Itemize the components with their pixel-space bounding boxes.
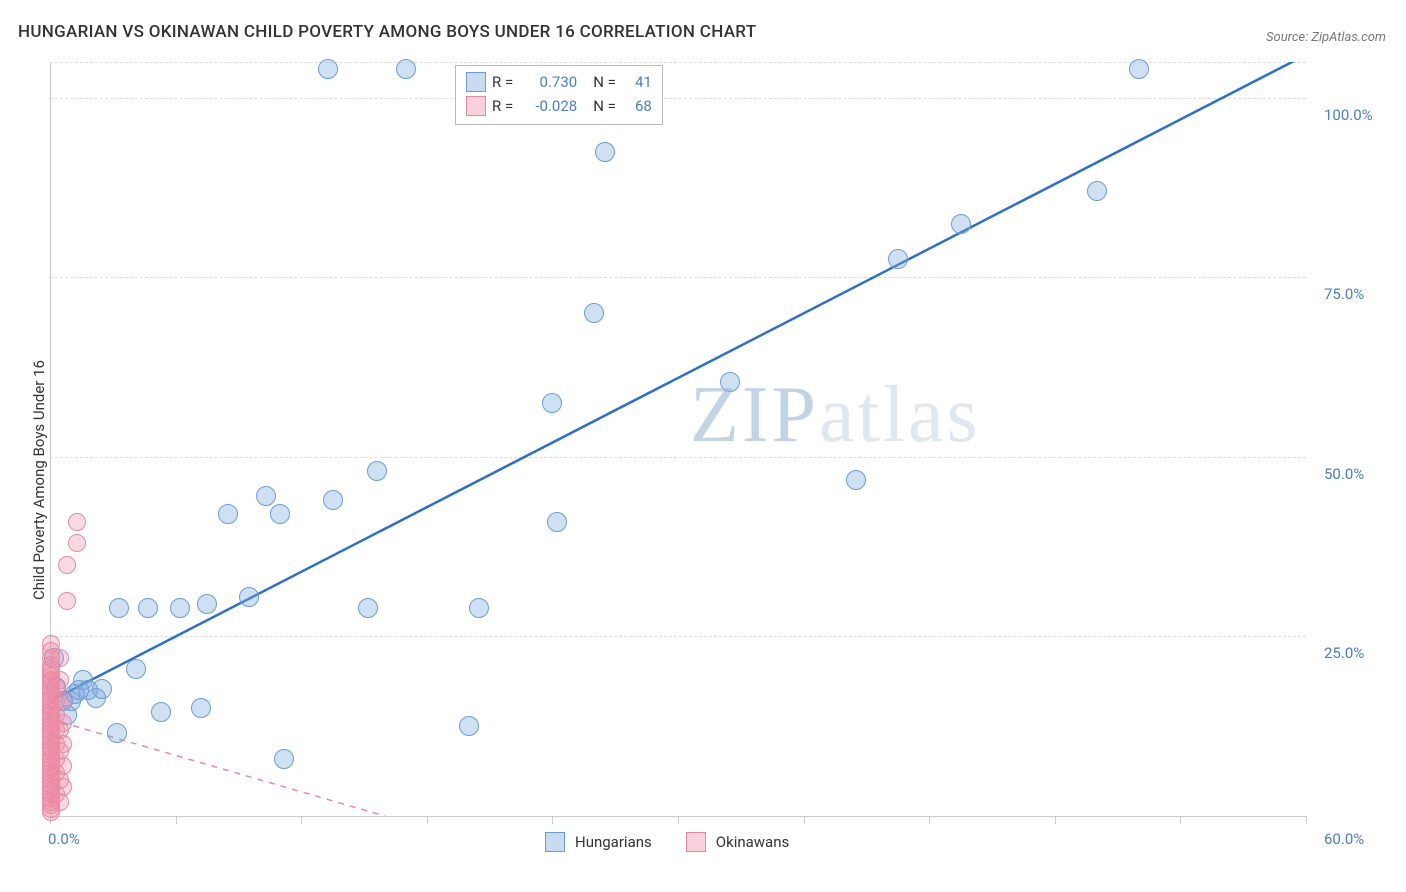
- chart-title: HUNGARIAN VS OKINAWAN CHILD POVERTY AMON…: [18, 22, 756, 42]
- scatter-point: [318, 59, 338, 79]
- scatter-point: [51, 771, 69, 789]
- scatter-point: [58, 592, 76, 610]
- gridline-h: [50, 98, 1306, 99]
- legend-bottom: Hungarians Okinawans: [545, 832, 813, 852]
- legend-swatch: [466, 96, 486, 116]
- stats-r-value: 0.730: [519, 73, 577, 91]
- scatter-point: [51, 671, 69, 689]
- scatter-point: [1129, 59, 1149, 79]
- stats-n-label: N =: [593, 97, 616, 115]
- trend-line: [50, 719, 385, 816]
- scatter-point: [138, 598, 158, 618]
- gridline-h: [50, 457, 1306, 458]
- scatter-point: [459, 716, 479, 736]
- scatter-point: [68, 534, 86, 552]
- scatter-point: [170, 598, 190, 618]
- y-tick-label: 25.0%: [1324, 644, 1364, 662]
- x-tick: [1055, 816, 1056, 824]
- scatter-point: [542, 393, 562, 413]
- source-attribution: Source: ZipAtlas.com: [1266, 30, 1386, 45]
- scatter-point: [51, 793, 69, 811]
- scatter-point: [191, 698, 211, 718]
- legend-label: Hungarians: [575, 833, 652, 851]
- correlation-stats-box: R = 0.730 N = 41 R = -0.028 N = 68: [455, 65, 663, 125]
- x-tick: [552, 816, 553, 824]
- stats-row: R = 0.730 N = 41: [466, 70, 652, 94]
- scatter-point: [547, 512, 567, 532]
- x-tick: [1306, 816, 1307, 824]
- scatter-point: [51, 721, 69, 739]
- y-tick-label: 100.0%: [1324, 106, 1373, 124]
- gridline-h: [50, 62, 1306, 63]
- scatter-plot-area: [50, 62, 1306, 816]
- scatter-point: [469, 598, 489, 618]
- x-tick: [1180, 816, 1181, 824]
- stats-r-value: -0.028: [519, 97, 577, 115]
- scatter-point: [358, 598, 378, 618]
- x-tick: [804, 816, 805, 824]
- legend-swatch: [545, 832, 565, 852]
- scatter-point: [396, 59, 416, 79]
- x-axis-max-label: 60.0%: [1324, 830, 1364, 848]
- scatter-point: [367, 461, 387, 481]
- scatter-point: [107, 723, 127, 743]
- stats-n-value: 68: [622, 97, 652, 115]
- x-tick: [929, 816, 930, 824]
- legend-label: Okinawans: [716, 833, 789, 851]
- legend-swatch: [686, 832, 706, 852]
- x-axis-min-label: 0.0%: [48, 830, 80, 848]
- scatter-point: [218, 504, 238, 524]
- scatter-point: [323, 490, 343, 510]
- scatter-point: [274, 749, 294, 769]
- scatter-point: [1087, 181, 1107, 201]
- trend-line: [50, 62, 1306, 701]
- x-tick: [427, 816, 428, 824]
- scatter-point: [584, 303, 604, 323]
- scatter-point: [151, 702, 171, 722]
- stats-row: R = -0.028 N = 68: [466, 94, 652, 118]
- scatter-point: [239, 587, 259, 607]
- stats-r-label: R =: [492, 73, 513, 91]
- y-tick-label: 75.0%: [1324, 285, 1364, 303]
- scatter-point: [197, 594, 217, 614]
- gridline-h: [50, 277, 1306, 278]
- stats-n-value: 41: [622, 73, 652, 91]
- scatter-point: [51, 742, 69, 760]
- x-tick: [301, 816, 302, 824]
- scatter-point: [720, 372, 740, 392]
- y-tick-label: 50.0%: [1324, 465, 1364, 483]
- scatter-point: [951, 214, 971, 234]
- y-axis-label: Child Poverty Among Boys Under 16: [30, 360, 48, 600]
- trend-lines-layer: [50, 62, 1306, 816]
- scatter-point: [595, 142, 615, 162]
- scatter-point: [58, 556, 76, 574]
- scatter-point: [888, 249, 908, 269]
- scatter-point: [54, 692, 72, 710]
- x-tick: [176, 816, 177, 824]
- scatter-point: [256, 486, 276, 506]
- scatter-point: [846, 470, 866, 490]
- scatter-point: [68, 513, 86, 531]
- x-tick: [678, 816, 679, 824]
- gridline-h: [50, 636, 1306, 637]
- scatter-point: [270, 504, 290, 524]
- stats-r-label: R =: [492, 97, 513, 115]
- stats-n-label: N =: [593, 73, 616, 91]
- legend-swatch: [466, 72, 486, 92]
- scatter-point: [126, 659, 146, 679]
- scatter-point: [92, 679, 112, 699]
- scatter-point: [109, 598, 129, 618]
- scatter-point: [51, 649, 69, 667]
